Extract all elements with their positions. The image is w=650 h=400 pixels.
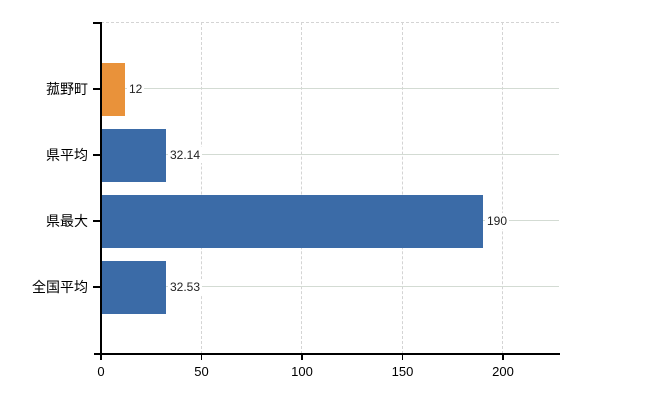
plot-top-border (101, 22, 559, 23)
category-label: 菰野町 (46, 81, 88, 97)
bar-2 (101, 195, 483, 248)
category-label: 県最大 (46, 213, 88, 229)
y-axis-top-tick (93, 22, 101, 24)
x-tick-label: 0 (97, 364, 105, 379)
x-tick-mark (301, 353, 303, 360)
value-label: 190 (485, 213, 510, 229)
x-tick-mark (401, 353, 403, 360)
value-label: 32.53 (168, 279, 203, 295)
value-label: 12 (127, 81, 145, 97)
vertical-gridline (502, 22, 503, 354)
y-axis-line (100, 22, 102, 359)
vertical-gridline (301, 22, 302, 354)
y-tick-mark (93, 220, 101, 222)
x-tick-mark (200, 353, 202, 360)
x-tick-label: 200 (492, 364, 514, 379)
category-label: 全国平均 (32, 279, 88, 295)
x-tick-label: 100 (291, 364, 313, 379)
x-tick-label: 50 (194, 364, 209, 379)
x-tick-mark (502, 353, 504, 360)
y-tick-mark (93, 88, 101, 90)
x-tick-label: 150 (391, 364, 414, 379)
value-label: 32.14 (168, 147, 203, 163)
vertical-gridline (401, 22, 403, 354)
bar-3 (101, 261, 166, 314)
category-gridline (101, 88, 559, 89)
category-gridline (101, 154, 559, 155)
x-axis-line (94, 353, 560, 355)
y-tick-mark (93, 154, 101, 156)
bar-1 (101, 129, 166, 182)
bar-0 (101, 63, 125, 116)
vertical-gridline (200, 22, 202, 354)
y-tick-mark (93, 286, 101, 288)
category-label: 県平均 (46, 147, 88, 163)
category-gridline (101, 286, 559, 287)
